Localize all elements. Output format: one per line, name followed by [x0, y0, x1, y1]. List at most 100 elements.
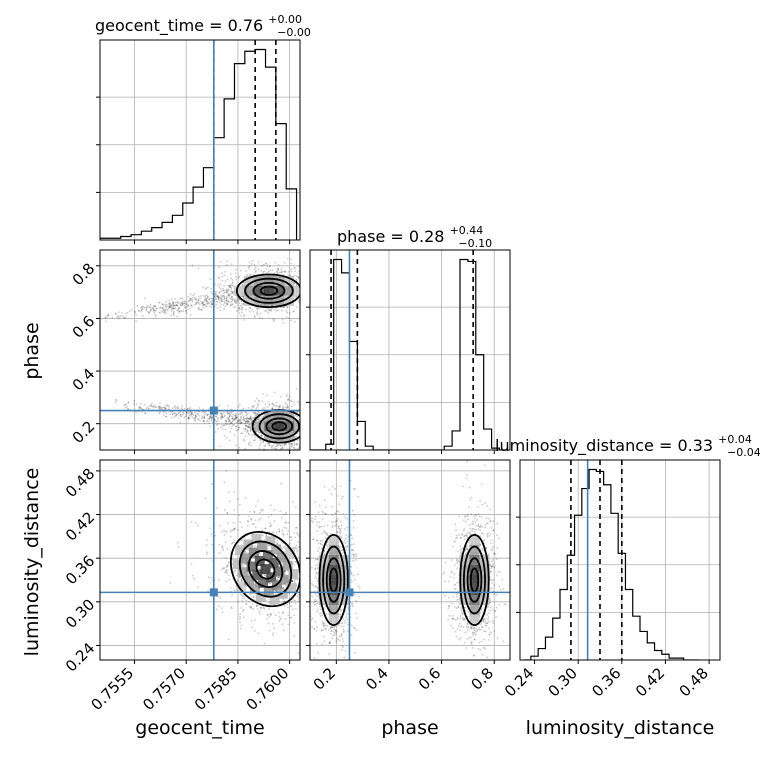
scatter-point [270, 309, 272, 312]
scatter-point [247, 515, 250, 518]
scatter-point [287, 270, 290, 273]
scatter-point [202, 286, 205, 289]
scatter-point [295, 506, 297, 509]
scatter-point [491, 587, 493, 590]
scatter-point [183, 416, 186, 419]
scatter-point [220, 299, 223, 302]
scatter-point [151, 402, 153, 405]
scatter-point [222, 304, 225, 306]
scatter-point [178, 311, 181, 313]
scatter-point [161, 303, 164, 305]
scatter-point [242, 416, 245, 419]
scatter-point [248, 267, 251, 270]
scatter-point [250, 429, 252, 431]
scatter-point [266, 307, 269, 310]
density-cell [283, 295, 294, 306]
scatter-point [231, 542, 234, 544]
scatter-point [262, 441, 265, 444]
scatter-point [217, 579, 220, 582]
scatter-point [444, 561, 447, 564]
scatter-point [227, 292, 230, 295]
scatter-point [224, 419, 227, 422]
scatter-point [106, 314, 109, 317]
scatter-point [227, 418, 230, 421]
scatter-point [294, 581, 296, 584]
scatter-point [180, 304, 183, 307]
scatter-point [163, 413, 165, 416]
scatter-point [249, 416, 252, 419]
scatter-point [316, 557, 319, 560]
scatter-point [316, 521, 319, 523]
scatter-point [337, 525, 340, 528]
scatter-point [460, 552, 463, 555]
scatter-point [357, 495, 360, 498]
scatter-point [224, 422, 227, 425]
scatter-point [245, 418, 248, 421]
scatter-point [204, 497, 207, 500]
scatter-point [292, 310, 295, 313]
scatter-point [181, 302, 183, 304]
scatter-point [254, 266, 257, 269]
density-cell [274, 411, 285, 422]
scatter-point [136, 305, 139, 307]
scatter-point [154, 313, 157, 316]
scatter-point [314, 620, 317, 623]
scatter-point [186, 408, 189, 411]
contour-level-1 [236, 273, 300, 309]
scatter-point [106, 315, 108, 318]
scatter-point [248, 425, 251, 428]
scatter-point [358, 587, 361, 590]
scatter-point [489, 597, 492, 600]
scatter-point [172, 304, 174, 306]
scatter-point [179, 301, 182, 304]
scatter-point [130, 308, 133, 311]
scatter-point [267, 400, 270, 403]
scatter-point [272, 317, 274, 320]
scatter-point [344, 516, 347, 518]
scatter-point [261, 509, 264, 512]
scatter-point [179, 421, 182, 424]
scatter-point [351, 549, 354, 551]
scatter-point [450, 559, 453, 561]
scatter-point [250, 421, 253, 424]
scatter-point [163, 410, 166, 413]
scatter-point [291, 608, 294, 611]
scatter-point [219, 297, 222, 300]
scatter-point [175, 413, 178, 416]
scatter-point [220, 295, 223, 297]
scatter-point [149, 310, 152, 313]
density-cell [243, 285, 254, 296]
scatter-point [238, 307, 241, 310]
scatter-point [184, 307, 187, 309]
scatter-point [223, 567, 225, 570]
scatter-point [251, 308, 254, 311]
scatter-point [270, 524, 273, 526]
scatter-point [355, 612, 358, 615]
scatter-point [333, 634, 336, 637]
scatter-point [266, 265, 269, 268]
scatter-point [114, 312, 117, 315]
scatter-point [340, 648, 343, 651]
scatter-point [171, 310, 173, 312]
scatter-point [270, 309, 272, 312]
scatter-point [230, 587, 232, 589]
scatter-point [351, 605, 354, 608]
scatter-point [233, 424, 235, 426]
scatter-point [276, 578, 279, 581]
scatter-point [228, 419, 231, 422]
scatter-point [202, 301, 205, 304]
scatter-point [153, 404, 156, 407]
scatter-point [248, 600, 250, 603]
scatter-point [250, 518, 252, 521]
scatter-point [334, 487, 337, 490]
scatter-point [240, 579, 243, 582]
scatter-point [217, 295, 220, 298]
scatter-point [339, 530, 341, 533]
scatter-point [335, 640, 338, 643]
scatter-point [203, 415, 206, 418]
scatter-point [217, 298, 220, 301]
scatter-point [282, 586, 285, 589]
scatter-point [204, 303, 206, 306]
scatter-point [245, 603, 247, 606]
